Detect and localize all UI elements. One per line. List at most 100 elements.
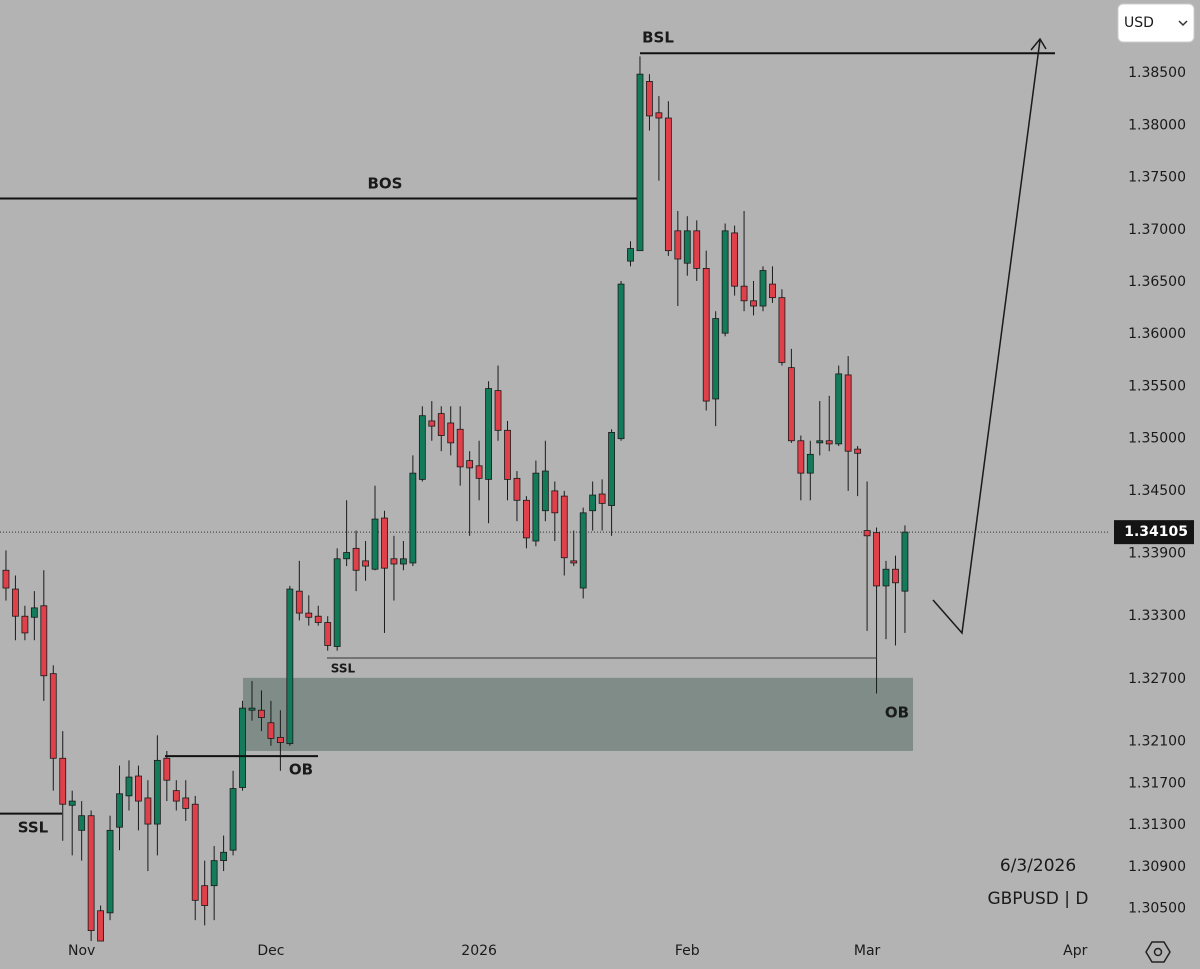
x-tick-label: Nov — [68, 943, 95, 959]
candle-body — [248, 707, 256, 711]
candle-body — [901, 531, 909, 592]
y-tick-label: 1.32700 — [1128, 671, 1186, 687]
candle-body — [59, 757, 67, 805]
x-tick-label: Feb — [675, 943, 700, 959]
projection-arrow — [932, 39, 1041, 635]
candle-body — [153, 759, 161, 825]
candle-body — [816, 440, 824, 444]
y-tick-label: 1.33300 — [1128, 608, 1186, 624]
candle-body — [324, 622, 332, 646]
candle-body — [78, 815, 86, 831]
x-tick-label: 2026 — [461, 943, 497, 959]
candle-body — [541, 470, 549, 512]
candle-body — [787, 367, 795, 442]
candle-body — [456, 428, 464, 468]
y-tick-label: 1.35000 — [1128, 431, 1186, 447]
candle-body — [551, 490, 559, 514]
candle-body — [172, 790, 180, 802]
candle-body — [863, 530, 871, 537]
candle-body — [740, 285, 748, 302]
candle-body — [731, 232, 739, 287]
y-tick-label: 1.30500 — [1128, 901, 1186, 917]
candle-body — [646, 81, 653, 117]
candle-body — [750, 300, 757, 307]
candle-body — [835, 373, 843, 445]
candle-body — [759, 270, 767, 307]
candle-body — [409, 472, 417, 564]
candle-body — [333, 558, 341, 647]
candle-body — [239, 707, 246, 788]
candle-body — [144, 797, 152, 825]
candle-body — [258, 709, 265, 718]
candle-body — [276, 736, 284, 744]
candle-body — [418, 415, 426, 480]
y-tick-label: 1.38500 — [1128, 65, 1186, 81]
currency-label: USD — [1124, 15, 1154, 31]
candle-body — [314, 615, 322, 623]
candle-body — [617, 283, 625, 440]
candle-body — [343, 552, 351, 560]
candle-body — [598, 493, 606, 504]
candle-body — [447, 422, 455, 444]
candle-body — [778, 297, 786, 363]
settings-icon[interactable] — [1145, 941, 1171, 963]
currency-dropdown[interactable] — [1117, 3, 1195, 43]
x-tick-label: Mar — [854, 943, 881, 959]
candle-body — [854, 448, 862, 454]
candle-body — [494, 390, 502, 431]
candle-body — [182, 797, 190, 809]
candle-body — [362, 560, 369, 567]
candle-body — [485, 388, 492, 480]
candle-body — [305, 612, 313, 618]
y-tick-label: 1.34500 — [1128, 483, 1186, 499]
candle-body — [636, 73, 644, 252]
candle-body — [825, 440, 833, 445]
candle-body — [769, 283, 776, 299]
symbol-label: GBPUSD | D — [987, 889, 1088, 909]
candle-body — [87, 815, 95, 932]
dropdown-chevron — [1178, 20, 1188, 27]
ob-zone — [243, 677, 913, 751]
y-tick-label: 1.36000 — [1128, 326, 1186, 342]
candle-body — [466, 460, 474, 469]
candle-body — [390, 558, 398, 565]
candle-body — [2, 569, 10, 589]
candle-body — [806, 453, 814, 474]
candle-body — [437, 413, 445, 436]
y-tick-label: 1.38000 — [1128, 117, 1186, 133]
candle-body — [523, 499, 530, 539]
y-tick-label: 1.37000 — [1128, 222, 1186, 238]
candle-body — [191, 803, 199, 901]
candle-body — [352, 547, 360, 571]
candle-body — [116, 793, 123, 828]
y-tick-label: 1.37500 — [1128, 170, 1186, 186]
level-label: SSL — [331, 662, 356, 676]
candle-body — [371, 518, 379, 570]
last-price-tag — [1114, 520, 1194, 545]
y-tick-label: 1.31300 — [1128, 817, 1186, 833]
y-tick-label: 1.35500 — [1128, 378, 1186, 394]
candle-body — [504, 429, 511, 480]
candle-body — [683, 230, 691, 264]
candle-body — [21, 615, 29, 634]
candle-body — [428, 420, 436, 427]
candle-body — [267, 722, 275, 739]
candle-body — [655, 112, 663, 119]
candle-body — [381, 517, 388, 569]
y-tick-label: 1.36500 — [1128, 274, 1186, 290]
candle-body — [125, 776, 133, 797]
level-label: OB — [289, 761, 313, 779]
candle-body — [712, 318, 720, 400]
x-tick-label: Dec — [257, 943, 284, 959]
candle-body — [295, 590, 303, 614]
last-price-label: 1.34105 — [1124, 524, 1188, 540]
candle-body — [721, 230, 729, 334]
candle-body — [68, 800, 76, 806]
y-tick-label: 1.33900 — [1128, 546, 1186, 562]
level-label: SSL — [18, 819, 49, 837]
candle-body — [844, 374, 852, 452]
y-tick-label: 1.32100 — [1128, 734, 1186, 750]
candle-body — [49, 673, 57, 759]
candle-body — [513, 477, 521, 501]
